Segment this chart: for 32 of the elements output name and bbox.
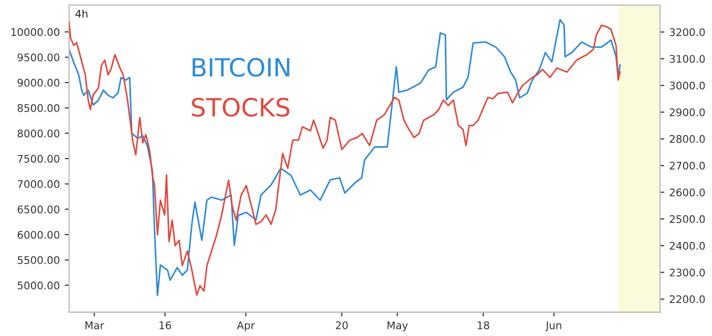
y-tick-label: 7500.00 [18,154,60,163]
y2-tick-label: 3000.0 [670,82,705,90]
y2-tick-label: 2900.0 [670,108,705,116]
y-tick-label: 9500.00 [18,53,60,62]
series-label: STOCKS [192,98,290,117]
y-tick-label: 6000.00 [18,230,60,239]
y-tick-label: 6500.00 [18,205,60,214]
y-tick-label: 9000.00 [18,78,60,87]
x-tick-label: May [388,321,408,332]
chart-title: 4h [75,10,88,18]
y-tick-label: 10000.00 [11,28,60,36]
x-tick-label: 20 [336,321,348,330]
y-tick-label: 5500.00 [18,256,60,264]
y2-tick-label: 3100.0 [670,54,705,63]
y2-tick-label: 2400.0 [670,242,705,250]
y2-tick-label: 2300.0 [670,268,705,276]
y-tick-label: 5000.00 [18,282,60,290]
x-tick-label: 18 [478,321,490,330]
x-tick-label: 16 [160,321,172,330]
text: BITCOIN [192,58,290,77]
y2-tick-label: 2700.0 [670,162,705,170]
y2-tick-label: 2500.0 [670,215,705,224]
x-tick-label: Apr [236,321,255,332]
y2-tick-label: 3200.0 [670,28,705,36]
x-tick-label: Jun [545,321,562,332]
y-tick-label: 7000.00 [18,180,60,188]
x-tick-label: Mar [86,321,104,330]
y-tick-label: 8500.00 [18,104,60,112]
y2-tick-label: 2800.0 [670,135,705,143]
y-tick-label: 8000.00 [18,129,60,138]
y2-tick-label: 2600.0 [670,188,705,196]
y2-tick-label: 2200.0 [670,295,705,304]
